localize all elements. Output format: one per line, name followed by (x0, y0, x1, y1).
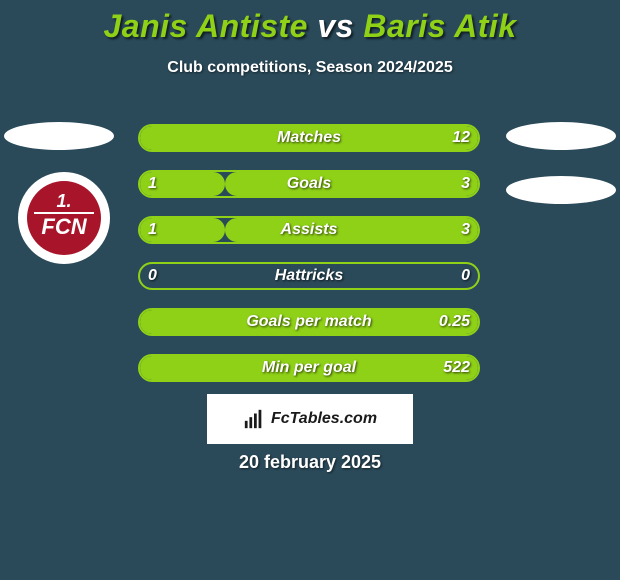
bar-row: Min per goal522 (138, 354, 480, 382)
bar-row: Goals1 3 (138, 170, 480, 198)
bar-row: Assists1 3 (138, 216, 480, 244)
player1-name: Janis Antiste (103, 8, 307, 44)
footer-site: FcTables.com (271, 410, 377, 428)
bar-value-right: 3 (461, 218, 470, 242)
footer-date: 20 february 2025 (0, 452, 620, 473)
comparison-bars: Matches12Goals13Assists13Hattricks00Goal… (138, 124, 480, 400)
bar-value-left: 1 (148, 172, 157, 196)
club-badge-bottom: FCN (41, 216, 86, 238)
bar-row: Hattricks0 0 (138, 262, 480, 290)
bar-label: Hattricks (140, 264, 478, 288)
bar-label: Goals (140, 172, 478, 196)
bar-label: Matches (140, 126, 478, 150)
player1-club-badge: 1. FCN (18, 172, 110, 264)
bar-label: Min per goal (140, 356, 478, 380)
chart-icon (243, 408, 265, 430)
subtitle: Club competitions, Season 2024/2025 (0, 59, 620, 77)
vs-label: vs (317, 8, 354, 44)
page-title: Janis Antiste vs Baris Atik (0, 0, 620, 45)
bar-value-right: 12 (452, 126, 470, 150)
player1-avatar-placeholder (4, 122, 114, 150)
bar-value-left: 1 (148, 218, 157, 242)
player2-name: Baris Atik (363, 8, 516, 44)
player2-avatar-placeholder (506, 122, 616, 150)
bar-value-right: 3 (461, 172, 470, 196)
bar-row: Matches12 (138, 124, 480, 152)
bar-value-right: 0 (461, 264, 470, 288)
bar-row: Goals per match0.25 (138, 308, 480, 336)
bar-label: Assists (140, 218, 478, 242)
bar-value-right: 0.25 (439, 310, 470, 334)
club-badge-inner: 1. FCN (27, 181, 101, 255)
footer-banner: FcTables.com (207, 394, 413, 444)
bar-value-right: 522 (443, 356, 470, 380)
bar-value-left: 0 (148, 264, 157, 288)
player2-club-placeholder (506, 176, 616, 204)
club-badge-top: 1. (56, 192, 71, 210)
bar-label: Goals per match (140, 310, 478, 334)
